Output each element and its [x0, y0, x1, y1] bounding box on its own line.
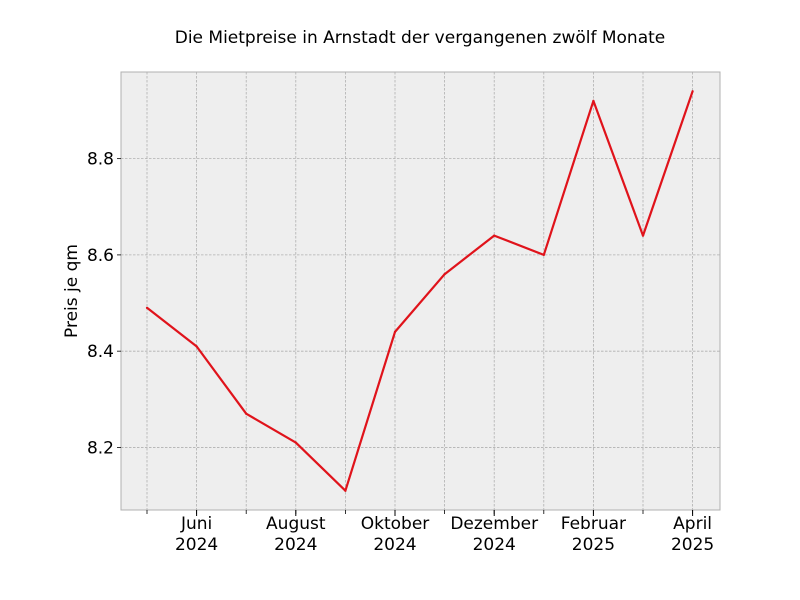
- data-point: [145, 306, 149, 309]
- data-point: [393, 330, 397, 334]
- data-point: [641, 234, 645, 237]
- x-tick-label-month: April: [673, 514, 712, 534]
- x-tick-label-month: Dezember: [450, 514, 538, 534]
- x-tick-label-month: August: [266, 514, 326, 534]
- x-tick-label-month: Oktober: [361, 514, 430, 534]
- y-tick-label: 8.6: [87, 246, 114, 266]
- x-tick-label-year: 2024: [175, 535, 218, 555]
- plot-frame: [120, 71, 721, 511]
- x-tick-label-month: Februar: [561, 514, 626, 534]
- x-tick-label-year: 2024: [274, 535, 317, 555]
- y-tick-label: 8.8: [87, 150, 114, 170]
- x-tick-label-year: 2024: [373, 535, 416, 555]
- data-point: [294, 441, 297, 444]
- data-point: [443, 273, 446, 276]
- data-point: [493, 234, 496, 237]
- data-point: [195, 345, 198, 348]
- series-line: [146, 90, 694, 492]
- data-point: [344, 489, 347, 492]
- data-point: [245, 412, 248, 415]
- y-tick-label: 8.2: [87, 438, 114, 458]
- tick-layer: 8.28.48.68.8Juni2024August2024Oktober202…: [87, 150, 714, 555]
- data-point: [592, 99, 595, 102]
- series-layer: [145, 90, 694, 492]
- y-tick-label: 8.4: [87, 342, 114, 362]
- x-tick-label-year: 2024: [473, 535, 516, 555]
- y-axis-label: Preis je qm: [62, 244, 82, 338]
- data-point: [691, 90, 694, 93]
- x-tick-label-month: Juni: [180, 514, 212, 534]
- x-tick-label-year: 2025: [572, 535, 615, 555]
- grid-layer: [121, 72, 720, 510]
- data-point: [542, 253, 545, 257]
- x-tick-label-year: 2025: [671, 535, 714, 555]
- plot-background: [121, 72, 720, 510]
- chart-title: Die Mietpreise in Arnstadt der vergangen…: [175, 28, 666, 48]
